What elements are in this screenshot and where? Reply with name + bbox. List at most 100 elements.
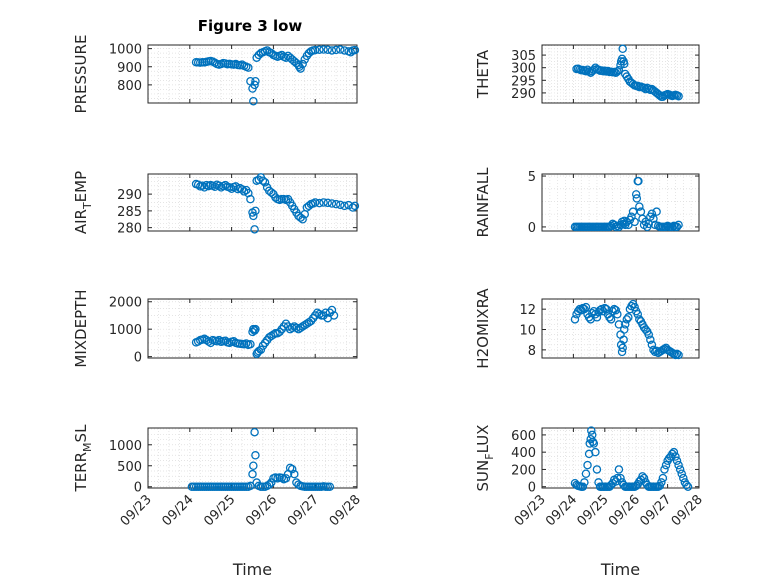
panel-6-data-point [674, 350, 683, 360]
panel-5-markers [191, 305, 339, 359]
panel-5-data-point [292, 323, 301, 333]
panel-5-data-point [290, 322, 299, 331]
panel-8-data-point [657, 478, 666, 487]
panel-7-data-point [246, 481, 255, 491]
panel-3-data-point [267, 188, 276, 197]
panel-1-data-point [244, 63, 253, 72]
panel-4-markers [570, 176, 683, 232]
panel-7-xtick-label: 09/24 [160, 492, 197, 529]
panel-3-data-point [249, 211, 258, 221]
panel-5-data-point [329, 311, 339, 320]
panel-3-data-point [214, 181, 224, 190]
panel-6-data-point [646, 335, 655, 344]
panel-8-ytick-label: 0 [528, 481, 536, 496]
panel-1-ylabel: PRESSURE [72, 35, 90, 114]
panel-5-data-point [287, 323, 297, 333]
panel-8-data-point [671, 452, 680, 461]
panel-2-data-point [641, 84, 650, 94]
panel-8-markers [570, 426, 693, 491]
panel-6-data-point [606, 315, 616, 324]
panel-5: 0 1000 2000 MIXDEPTH [72, 289, 358, 368]
panel-5-data-point [315, 309, 324, 319]
panel-3-ylabel-tail: EMP [72, 171, 90, 202]
panel-8-xtick-label: 09/23 [512, 492, 549, 529]
panel-3-data-point [323, 198, 332, 208]
panel-1-data-point [323, 45, 332, 54]
panel-5-data-point [241, 339, 251, 348]
panel-3-data-point [319, 198, 328, 207]
panel-6-data-point [617, 347, 627, 357]
panel-4-data-point [634, 176, 643, 186]
panel-1-data-point [254, 50, 264, 60]
panel-6-ytick-label: 10 [519, 324, 536, 339]
panel-7-data-point [248, 469, 257, 479]
panel-5-data-point [300, 320, 309, 330]
panel-1-data-point [331, 45, 341, 55]
panel-3-data-point [225, 183, 234, 192]
panel-5-ylabel: MIXDEPTH [72, 289, 90, 367]
panel-1-data-point [346, 48, 355, 57]
panel-4-axes-box [541, 173, 700, 232]
panel-6-data-point [620, 325, 629, 334]
panel-7-ytick-label: 500 [117, 460, 142, 475]
panel-5-data-point [298, 322, 307, 331]
panel-4-grid [542, 174, 699, 231]
panel-8-data-point [581, 469, 591, 479]
panel-6-ytick-label: 12 [519, 303, 536, 318]
panel-7-ytick-label: 1000 [109, 439, 142, 454]
panel-3-data-point [348, 203, 358, 212]
panel-5-ytick-label: 2000 [109, 296, 142, 311]
panel-8-axes-box [541, 427, 700, 489]
panel-3-markers [191, 173, 360, 234]
panel-4-data-point [649, 214, 658, 224]
panel-5-data-point [285, 324, 295, 334]
panel-4-data-point [672, 222, 682, 232]
panel-6-data-point [669, 349, 679, 359]
panel-8-data-point [679, 473, 688, 483]
panel-5-data-point [294, 324, 303, 334]
panel-8-data-point [613, 473, 622, 483]
panel-4-data-point [635, 202, 644, 211]
panel-2-ytick-label: 305 [511, 49, 536, 64]
panel-3-data-point [227, 184, 236, 194]
panel-8-data-point [639, 473, 649, 483]
panel-8-data-point [658, 473, 668, 483]
panel-3-ylabel: AIRTEMP [72, 171, 94, 234]
panel-7-data-point [290, 469, 299, 479]
panel-8-data-point [591, 447, 600, 457]
panel-5-data-point [302, 319, 312, 328]
panel-8-data-point [683, 482, 693, 491]
panel-5-data-point [254, 346, 264, 356]
panel-8-xtick-label: 09/28 [669, 492, 706, 529]
panel-6-ylabel-main: H2OMIXRA [474, 288, 492, 369]
panel-1-data-point [262, 46, 272, 55]
panel-6-markers [570, 299, 683, 360]
panel-8-data-point [587, 426, 596, 435]
panel-6-data-point [592, 313, 602, 322]
panel-3-data-point [216, 183, 226, 192]
panel-3-data-point [331, 199, 341, 209]
panel-5-data-point [200, 334, 209, 344]
panel-2-ylabel-main: THETA [474, 49, 492, 99]
panel-2-axes-box [541, 44, 700, 104]
panel-5-data-point [251, 324, 260, 334]
panel-8-ylabel-subscript: F [483, 453, 496, 459]
panel-1-data-point [296, 64, 305, 73]
panel-4-ytick-label: 5 [528, 170, 536, 185]
panel-3-ytick-label: 290 [117, 188, 142, 203]
panel-8-data-point [592, 465, 602, 474]
panel-3-data-point [344, 200, 353, 210]
panel-3-data-point [221, 180, 230, 190]
panel-2-markers [572, 44, 683, 101]
panel-1-ytick-label: 800 [117, 79, 142, 94]
panel-8-xtick-label: 09/25 [575, 492, 612, 529]
panel-5-ylabel-main: MIXDEPTH [72, 289, 90, 367]
panel-8-xtick-label: 09/24 [543, 492, 580, 529]
panel-8-data-point [614, 465, 624, 474]
panel-2-data-point [614, 65, 624, 75]
panel-7-ylabel-subscript: M [81, 442, 94, 452]
panel-6-data-point [619, 335, 628, 344]
panel-8-xlabel: Time [600, 560, 640, 579]
